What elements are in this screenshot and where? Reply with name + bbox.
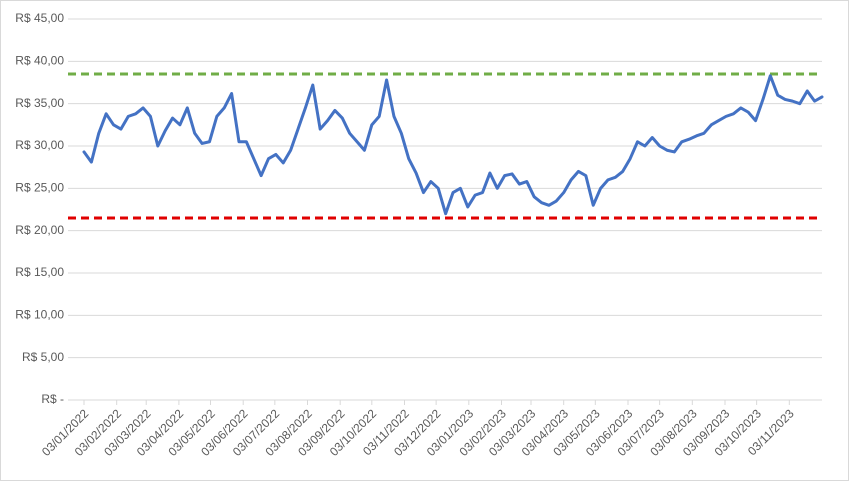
- y-tick-label: R$ 40,00: [15, 54, 64, 68]
- price-line: [82, 74, 824, 216]
- y-tick-label: R$ 25,00: [15, 181, 64, 195]
- y-tick-label: R$ 15,00: [15, 265, 64, 279]
- y-tick-label: R$ 5,00: [22, 350, 64, 364]
- y-tick-label: R$ 10,00: [15, 308, 64, 322]
- y-tick-label: R$ -: [41, 392, 64, 406]
- y-tick-label: R$ 35,00: [15, 96, 64, 110]
- y-tick-label: R$ 30,00: [15, 138, 64, 152]
- y-tick-label: R$ 20,00: [15, 223, 64, 237]
- y-tick-label: R$ 45,00: [15, 11, 64, 25]
